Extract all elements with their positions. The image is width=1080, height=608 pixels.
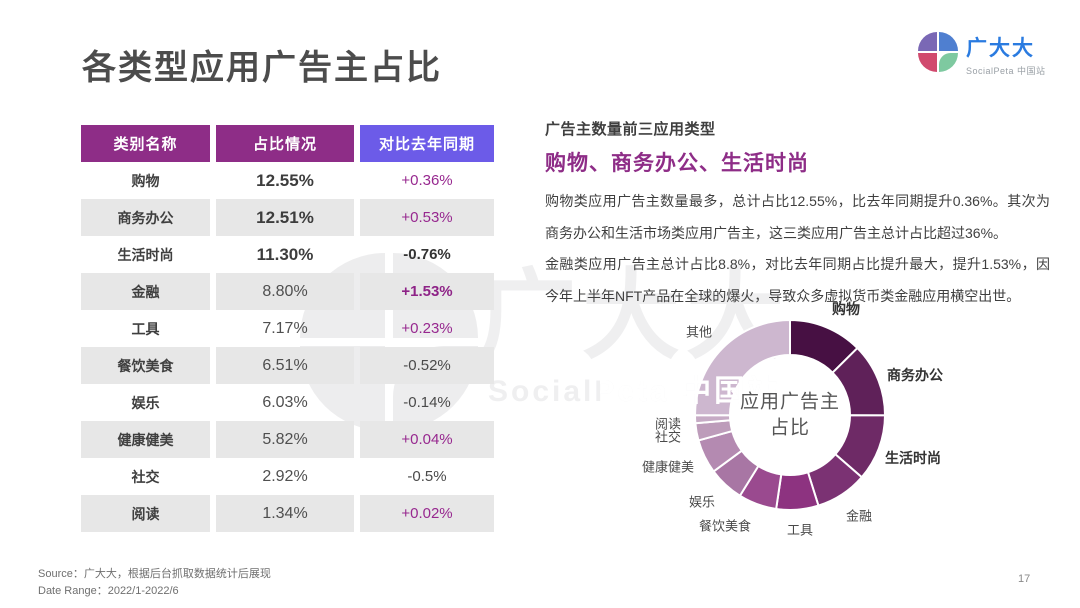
table-header-share: 占比情况 (216, 125, 354, 162)
share-cell: 6.03% (262, 393, 308, 411)
logo-quadrant (918, 53, 937, 72)
insight-paragraph: 购物类应用广告主数量最多，总计占比12.55%，比去年同期提升0.36%。其次为… (545, 193, 1050, 241)
share-cell: 1.34% (216, 495, 354, 532)
share-cell: 6.51% (216, 347, 354, 384)
share-cell: 12.51% (216, 199, 354, 236)
category-table: 类别名称 占比情况 对比去年同期 购物 12.55% +0.36% 商务办公 12.51… (81, 125, 494, 532)
footer-source: Source：广大大，根据后台抓取数据统计后展现 (38, 568, 271, 580)
donut-slice-label: 商务办公 (887, 367, 943, 383)
donut-center-line: 占比 (769, 417, 810, 438)
category-cell: 商务办公 (81, 199, 210, 236)
insight-paragraph: 金融类应用广告主总计占比8.8%，对比去年同期占比提升最大，提升1.53%，因今… (545, 256, 1050, 304)
donut-slice-label: 阅读 (654, 416, 682, 432)
logo-quadrant (918, 32, 937, 51)
donut-chart-svg (693, 319, 887, 511)
yoy-cell: +1.53% (360, 273, 494, 310)
yoy-cell: -0.5% (407, 468, 447, 485)
share-cell: 7.17% (262, 319, 308, 337)
donut-slice-label: 娱乐 (688, 494, 716, 510)
insight-kicker: 广告主数量前三应用类型 (545, 121, 716, 138)
brand-logo: 广大大 SocialPeta 中国站 (918, 32, 1046, 77)
yoy-cell: -0.76% (403, 246, 451, 263)
category-cell: 社交 (131, 468, 160, 485)
table-header-category: 类别名称 (81, 125, 210, 162)
footer: Source：广大大，根据后台抓取数据统计后展现 Date Range：2022… (38, 566, 271, 599)
yoy-cell: -0.52% (360, 347, 494, 384)
category-cell: 金融 (81, 273, 210, 310)
donut-slice-label: 金融 (845, 508, 873, 524)
page-number: 17 (1018, 573, 1031, 585)
category-cell: 餐饮美食 (81, 347, 210, 384)
yoy-cell: -0.14% (403, 394, 451, 411)
category-cell: 阅读 (81, 495, 210, 532)
yoy-cell: +0.36% (401, 172, 453, 189)
insight-headline: 购物、商务办公、生活时尚 (545, 152, 809, 175)
donut-slice-label: 生活时尚 (885, 450, 941, 466)
donut-center-line: 应用广告主 (739, 391, 840, 413)
share-cell: 5.82% (216, 421, 354, 458)
donut-slice (693, 319, 791, 417)
donut-slice-label: 社交 (654, 429, 682, 445)
watermark-subtitle-overlay: SocialPeta 中国站 (600, 375, 781, 408)
donut-slice-label: 其他 (685, 324, 713, 340)
category-cell: 娱乐 (131, 394, 160, 411)
share-cell: 12.55% (256, 170, 314, 190)
category-cell: 健康健美 (81, 421, 210, 458)
category-cell: 工具 (131, 320, 160, 337)
donut-slice-label: 购物 (832, 301, 860, 317)
donut-center-label: 应用广告主 占比 (715, 389, 865, 440)
share-cell: 2.92% (262, 467, 308, 485)
logo-quadrant (939, 32, 958, 51)
share-cell: 8.80% (216, 273, 354, 310)
donut-slice-label: 工具 (786, 522, 814, 538)
table-header-yoy: 对比去年同期 (360, 125, 494, 162)
brand-subtitle: SocialPeta 中国站 (966, 66, 1046, 76)
brand-name: 广大大 (966, 37, 1035, 60)
footer-date-range: Date Range：2022/1-2022/6 (38, 584, 179, 597)
yoy-cell: +0.23% (401, 320, 453, 337)
yoy-cell: +0.02% (360, 495, 494, 532)
yoy-cell: +0.53% (360, 199, 494, 236)
logo-quadrant (939, 53, 958, 72)
category-cell: 生活时尚 (117, 246, 174, 263)
yoy-cell: +0.04% (360, 421, 494, 458)
insight-paragraphs: 购物类应用广告主数量最多，总计占比12.55%，比去年同期提升0.36%。其次为… (545, 186, 1050, 312)
page-title: 各类型应用广告主占比 (82, 49, 442, 87)
share-cell: 11.30% (256, 244, 314, 264)
category-cell: 购物 (131, 172, 160, 189)
donut-slice-label: 健康健美 (641, 459, 695, 475)
donut-slice-label: 餐饮美食 (698, 518, 752, 534)
brand-logo-icon (918, 32, 958, 72)
